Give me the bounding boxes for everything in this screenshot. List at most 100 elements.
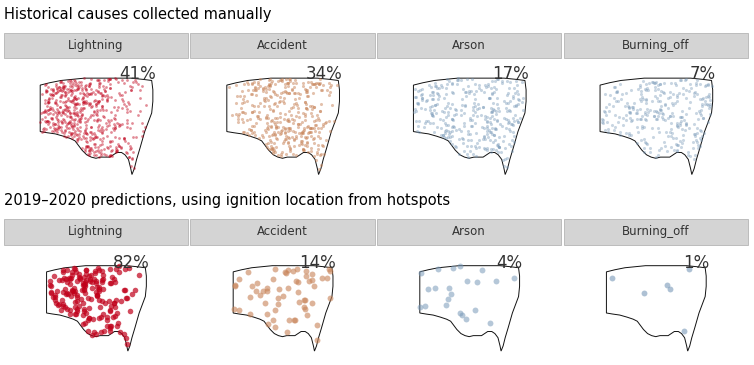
Point [109,97,121,103]
Point [631,141,643,146]
Point [489,78,501,84]
Point [116,96,128,102]
Point [634,84,646,90]
Point [94,304,106,310]
Point [442,296,454,302]
Point [41,103,53,109]
Point [70,131,82,137]
Point [92,265,104,271]
Point [84,81,96,87]
Point [245,127,257,133]
Point [482,81,494,87]
Point [301,143,313,149]
Point [97,272,109,278]
Point [509,112,521,118]
Point [57,116,69,122]
Point [115,145,127,151]
Point [297,146,309,152]
Point [83,83,95,89]
Point [109,304,121,310]
Point [290,80,302,85]
Point [132,81,144,87]
Point [264,83,276,89]
Point [63,291,75,297]
Point [413,118,425,124]
Point [39,119,51,124]
Point [40,88,52,94]
Point [451,81,463,87]
Point [440,120,452,126]
Point [109,123,121,129]
Point [108,127,120,133]
Point [695,137,707,142]
Point [47,120,59,126]
Point [80,125,92,131]
Point [657,116,670,122]
Point [477,89,489,95]
Point [305,79,317,85]
Point [501,90,513,96]
Point [73,101,85,107]
Point [642,109,654,115]
Point [262,126,274,131]
Point [481,114,493,120]
Point [500,125,512,131]
Point [274,95,287,100]
Point [77,280,89,285]
Point [602,120,614,126]
Point [447,123,459,129]
Point [95,329,107,335]
Point [509,90,521,96]
Point [88,149,100,154]
Point [313,81,325,87]
Point [467,104,479,110]
Point [688,156,700,162]
Point [89,97,101,103]
Point [56,129,68,135]
Point [264,76,276,82]
Point [60,134,72,140]
Point [57,99,69,105]
Point [84,101,96,107]
Point [290,152,302,158]
Point [60,123,72,129]
Point [127,79,139,85]
Point [250,87,262,93]
Point [84,273,96,278]
Point [121,77,133,83]
Point [39,114,51,119]
Point [79,281,91,287]
Point [46,91,58,97]
Point [689,133,701,139]
Point [104,77,116,82]
Point [444,105,456,111]
Point [259,95,271,100]
Point [489,125,501,131]
Point [510,78,523,84]
Point [296,139,308,145]
Point [639,87,651,92]
Point [471,113,483,119]
Point [44,104,57,110]
Point [68,100,80,106]
Point [104,326,116,331]
Point [271,78,284,84]
Point [136,133,148,139]
Point [292,105,304,111]
Point [119,266,131,272]
Point [92,88,104,94]
Point [437,117,449,123]
Point [699,101,711,107]
Point [132,112,144,118]
Point [86,103,98,109]
Point [72,137,84,142]
Point [70,311,82,317]
Point [300,273,312,279]
Point [88,276,100,281]
Point [279,88,291,94]
Point [260,285,272,291]
Point [120,149,132,155]
Point [313,166,325,172]
Point [604,92,616,97]
Point [311,80,323,85]
